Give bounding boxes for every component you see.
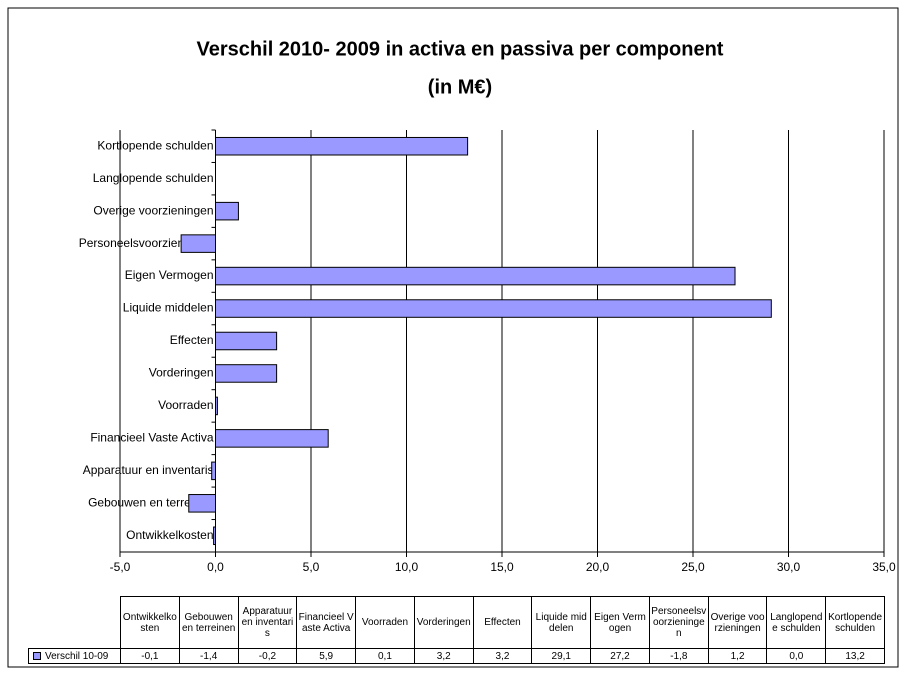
y-tick-label: Kortlopende schulden [97,138,213,152]
table-header: Effecten [472,596,533,649]
bar [211,461,216,481]
bar [188,494,216,513]
bar [215,331,278,351]
chart-title: Verschil 2010- 2009 in activa en passiva… [197,38,724,60]
table-value: 27,2 [590,648,650,664]
y-tick-label: Financieel Vaste Activa [90,431,214,445]
table-value: -1,4 [178,648,239,664]
table-value: 0,0 [766,648,827,664]
legend-cell: Verschil 10-09 [28,648,121,664]
legend-label: Verschil 10-09 [45,650,109,662]
table-value: 5,9 [296,648,357,664]
x-tick-label: 15,0 [490,560,514,574]
x-tick-label: 10,0 [395,560,419,574]
table-header: Ontwikkelkosten [120,596,180,649]
x-tick-label: 35,0 [872,560,896,574]
y-tick-label: Liquide middelen [123,301,214,315]
table-value: 3,2 [472,648,533,664]
legend-swatch [33,652,41,660]
bar [215,429,329,448]
x-tick-label: 5,0 [303,560,320,574]
table-header: Eigen Vermogen [590,596,650,649]
table-header: Personeelsvoorzieningen [648,596,709,649]
table-value: 0,1 [355,648,415,664]
table-header: Voorraden [355,596,415,649]
table-header: Financieel Vaste Activa [296,596,357,649]
table-value: 29,1 [531,648,592,664]
table-value: 13,2 [825,648,885,664]
table-value: -0,1 [120,648,180,664]
bar [215,299,772,318]
chart-border [7,7,899,668]
table-value: -0,2 [237,648,298,664]
table-value: -1,8 [648,648,709,664]
x-tick-label: 30,0 [777,560,801,574]
x-tick-label: -5,0 [110,560,131,574]
table-header: Gebouwen en terreinen [178,596,239,649]
y-tick-label: Ontwikkelkosten [126,528,213,542]
y-tick-label: Effecten [170,333,214,347]
y-tick-label: Voorraden [158,398,213,412]
x-tick-label: 20,0 [586,560,610,574]
table-header: Liquide middelen [531,596,592,649]
y-tick-label: Langlopende schulden [93,171,214,185]
chart-subtitle: (in M€) [428,76,492,98]
y-tick-label: Eigen Vermogen [125,268,214,282]
x-tick-label: 0,0 [207,560,224,574]
bar [213,526,216,546]
bar [215,136,469,156]
bar [215,396,218,416]
y-tick-label: Vorderingen [149,366,214,380]
y-tick-label: Gebouwen en terreinen [88,495,213,509]
table-value: 1,2 [707,648,768,664]
y-tick-label: Personeelsvoorzieningen [79,236,214,250]
table-header: Langlopende schulden [766,596,827,649]
table-value: 3,2 [413,648,474,664]
bar [215,364,278,383]
bar [215,201,239,221]
table-header: Overige voorzieningen [707,596,768,649]
y-tick-label: Apparatuur en inventaris [83,463,214,477]
table-header: Apparatuur en inventaris [237,596,298,649]
x-tick-label: 25,0 [681,560,705,574]
bar [215,266,736,286]
table-header: Vorderingen [413,596,474,649]
y-tick-label: Overige voorzieningen [93,203,213,217]
table-header: Kortlopende schulden [825,596,885,649]
bar [180,234,216,253]
